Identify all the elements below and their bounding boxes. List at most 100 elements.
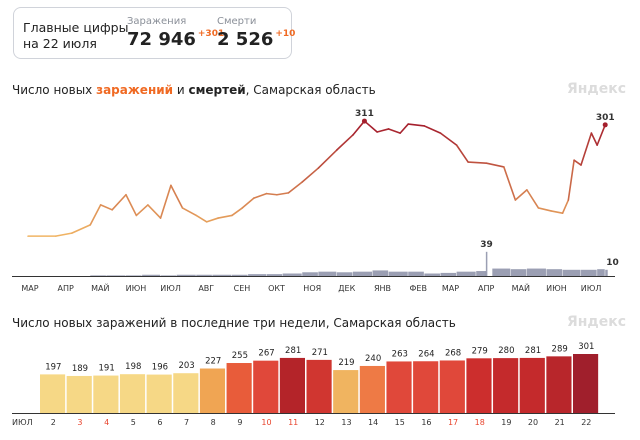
bar xyxy=(386,361,412,413)
summary-card: Главные цифры на 22 июля Заражения 72 946… xyxy=(13,7,296,59)
bar-value-label: 280 xyxy=(498,346,514,356)
deaths-bar xyxy=(546,269,563,276)
deaths-bar xyxy=(510,269,527,276)
bar xyxy=(573,354,599,413)
infections-line-segment xyxy=(217,214,233,219)
deaths-bar xyxy=(142,274,161,276)
x-tick-label: АПР xyxy=(58,284,74,293)
month-label: ИЮЛ xyxy=(12,418,33,427)
bar xyxy=(493,358,519,413)
bar-value-label: 279 xyxy=(472,346,488,356)
x-tick-label: АПР xyxy=(478,284,494,293)
infections-stat: Заражения 72 946 +301 xyxy=(127,16,224,50)
day-label: 13 xyxy=(341,418,351,427)
summary-label-line1: Главные цифры xyxy=(23,20,129,35)
bar-value-label: 267 xyxy=(258,349,274,359)
deaths-bar xyxy=(106,275,126,276)
bar-value-label: 240 xyxy=(365,354,381,364)
deaths-bar xyxy=(440,272,457,276)
yandex-logo: Яндекс xyxy=(566,81,626,97)
day-label: 3 xyxy=(77,418,82,427)
title-middle: и xyxy=(173,83,189,97)
day-label: 4 xyxy=(104,418,109,427)
deaths-bar xyxy=(352,271,373,276)
day-label: 17 xyxy=(448,418,458,427)
bar xyxy=(466,358,492,413)
infections-line-segment xyxy=(537,207,552,212)
yandex-logo-2: Яндекс xyxy=(566,314,626,330)
bar xyxy=(146,374,172,413)
x-tick-label: МАР xyxy=(21,284,38,293)
day-label: 8 xyxy=(211,418,216,427)
day-label: 6 xyxy=(157,418,162,427)
infections-line-segment xyxy=(573,159,582,166)
deaths-bar xyxy=(160,275,177,276)
day-label: 21 xyxy=(555,418,565,427)
bar xyxy=(279,357,305,413)
infections-line-segment xyxy=(317,149,338,169)
bar-value-label: 197 xyxy=(45,362,61,372)
deaths-bar xyxy=(456,271,476,276)
infections-line-segment xyxy=(439,132,458,146)
infections-line-segment xyxy=(71,224,92,234)
title-prefix: Число новых xyxy=(12,83,97,97)
bar xyxy=(173,373,199,413)
bar-chart-title: Число новых заражений в последние три не… xyxy=(12,316,456,330)
bar-value-label: 196 xyxy=(152,363,168,373)
x-tick-label: НОЯ xyxy=(303,284,321,293)
peak-marker xyxy=(361,118,367,124)
bar-value-label: 227 xyxy=(205,357,221,367)
deaths-bar xyxy=(125,275,142,276)
x-tick-label: ИЮЛ xyxy=(160,284,181,293)
data-label: 311 xyxy=(355,109,374,119)
bar xyxy=(199,368,226,413)
infections-line-segment xyxy=(407,123,426,127)
deaths-bar xyxy=(605,269,608,276)
infections-line-segment xyxy=(135,204,149,217)
bar xyxy=(333,370,359,413)
title-suffix: , Самарская область xyxy=(245,83,376,97)
bar-value-label: 191 xyxy=(99,364,115,374)
infections-line-segment xyxy=(590,132,598,146)
infections-line-segment xyxy=(387,128,401,134)
infections-line-segment xyxy=(467,161,488,164)
line-chart-title: Число новых заражений и смертей, Самарск… xyxy=(12,83,376,97)
deaths-delta: +10 xyxy=(275,29,296,39)
bar xyxy=(226,363,252,413)
day-label: 2 xyxy=(51,418,56,427)
x-tick-label: ДЕК xyxy=(338,284,355,293)
infections-line-segment xyxy=(561,199,570,214)
infections-caption: Заражения xyxy=(127,16,187,27)
deaths-total: 2 526 xyxy=(217,29,274,50)
title-deaths: смертей xyxy=(188,83,246,97)
bar-value-label: 189 xyxy=(72,364,88,374)
infections-line-segment xyxy=(265,192,278,196)
x-tick-label: ФЕВ xyxy=(410,284,427,293)
deaths-bar xyxy=(526,268,546,276)
deaths-bar xyxy=(176,274,196,276)
bar-value-label: 268 xyxy=(445,348,461,358)
infections-line-segment xyxy=(580,132,593,166)
bar xyxy=(359,365,385,413)
infections-line-segment xyxy=(376,128,390,133)
deaths-bar xyxy=(248,274,267,276)
deaths-bar xyxy=(231,274,248,276)
infections-line-segment xyxy=(54,232,73,237)
bar xyxy=(119,374,146,413)
bar-value-label: 289 xyxy=(552,344,568,354)
infections-line-segment xyxy=(423,125,442,134)
title-infections: заражений xyxy=(96,83,174,97)
day-label: 16 xyxy=(421,418,431,427)
deaths-bar xyxy=(282,273,302,276)
bar xyxy=(40,374,66,413)
x-tick-label: ОКТ xyxy=(268,284,285,293)
x-tick-label: ИЮЛ xyxy=(581,284,602,293)
day-label: 10 xyxy=(261,418,271,427)
data-label: 39 xyxy=(480,240,493,250)
day-label: 5 xyxy=(131,418,136,427)
infections-line-segment xyxy=(352,120,366,136)
day-label: 12 xyxy=(315,418,325,427)
infections-total: 72 946 xyxy=(127,29,196,50)
x-tick-label: ЯНВ xyxy=(374,284,391,293)
infections-line-segment xyxy=(147,204,162,219)
